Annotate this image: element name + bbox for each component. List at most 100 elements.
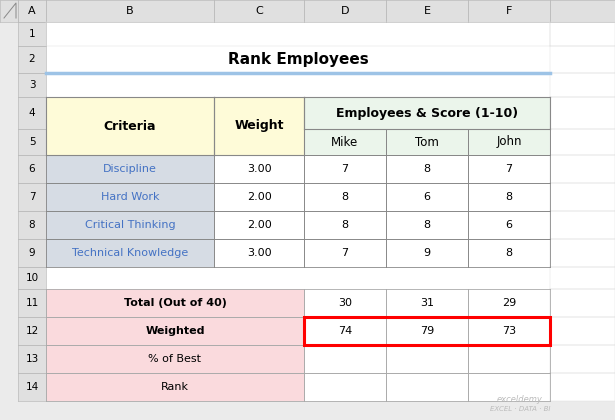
Bar — [550, 289, 615, 317]
Bar — [550, 73, 615, 97]
Bar — [18, 211, 46, 239]
Bar — [214, 211, 304, 239]
Bar — [18, 345, 46, 373]
Text: 1: 1 — [29, 29, 35, 39]
Bar — [386, 211, 468, 239]
Bar — [386, 373, 468, 401]
Bar — [18, 317, 46, 345]
Text: 3: 3 — [29, 80, 35, 90]
Bar — [18, 183, 46, 211]
Bar — [304, 155, 386, 183]
Bar — [550, 0, 615, 22]
Text: 6: 6 — [424, 192, 430, 202]
Bar — [18, 73, 46, 97]
Text: 8: 8 — [506, 192, 512, 202]
Bar — [304, 0, 386, 22]
Text: 12: 12 — [25, 326, 39, 336]
Bar — [46, 155, 214, 183]
Text: 9: 9 — [29, 248, 35, 258]
Bar — [386, 239, 468, 267]
Bar — [304, 317, 550, 345]
Bar — [46, 0, 214, 22]
Text: 2.00: 2.00 — [247, 192, 271, 202]
Text: EXCEL · DATA · BI: EXCEL · DATA · BI — [490, 406, 550, 412]
Bar — [46, 46, 550, 73]
Bar — [386, 129, 468, 155]
Bar — [18, 267, 46, 289]
Bar — [468, 345, 550, 373]
Text: 8: 8 — [424, 220, 430, 230]
Bar — [468, 0, 550, 22]
Bar — [304, 317, 386, 345]
Bar — [304, 97, 550, 129]
Text: John: John — [496, 136, 522, 149]
Text: 9: 9 — [424, 248, 430, 258]
Bar — [18, 155, 46, 183]
Text: 29: 29 — [502, 298, 516, 308]
Text: 8: 8 — [424, 164, 430, 174]
Text: 7: 7 — [341, 164, 349, 174]
Text: Hard Work: Hard Work — [101, 192, 159, 202]
Bar — [46, 22, 550, 46]
Bar — [46, 317, 304, 345]
Text: 11: 11 — [25, 298, 39, 308]
Text: 74: 74 — [338, 326, 352, 336]
Bar — [304, 239, 386, 267]
Text: 2: 2 — [29, 55, 35, 65]
Text: 4: 4 — [29, 108, 35, 118]
Text: 79: 79 — [420, 326, 434, 336]
Bar — [46, 183, 214, 211]
Bar — [18, 46, 46, 73]
Bar — [46, 267, 550, 289]
Bar — [550, 373, 615, 401]
Bar — [214, 239, 304, 267]
Bar — [550, 239, 615, 267]
Bar — [386, 345, 468, 373]
Bar — [468, 317, 550, 345]
Bar — [550, 129, 615, 155]
Bar — [18, 239, 46, 267]
Text: 13: 13 — [25, 354, 39, 364]
Bar — [46, 345, 304, 373]
Text: 7: 7 — [506, 164, 512, 174]
Bar — [386, 155, 468, 183]
Text: 8: 8 — [341, 220, 349, 230]
Text: Discipline: Discipline — [103, 164, 157, 174]
Bar — [46, 373, 304, 401]
Text: 31: 31 — [420, 298, 434, 308]
Bar — [550, 97, 615, 129]
Text: 7: 7 — [29, 192, 35, 202]
Bar — [18, 289, 46, 317]
Text: B: B — [126, 6, 134, 16]
Bar — [214, 97, 304, 155]
Text: 8: 8 — [29, 220, 35, 230]
Bar — [550, 46, 615, 73]
Text: % of Best: % of Best — [148, 354, 202, 364]
Bar — [550, 267, 615, 289]
Text: Weighted: Weighted — [145, 326, 205, 336]
Text: 3.00: 3.00 — [247, 164, 271, 174]
Bar — [468, 155, 550, 183]
Text: 5: 5 — [29, 137, 35, 147]
Text: D: D — [341, 6, 349, 16]
Bar — [386, 289, 468, 317]
Bar — [46, 239, 214, 267]
Bar — [550, 317, 615, 345]
Bar — [46, 97, 214, 155]
Bar — [214, 155, 304, 183]
Bar — [214, 0, 304, 22]
Bar — [46, 73, 550, 97]
Text: F: F — [506, 6, 512, 16]
Text: exceldemy: exceldemy — [497, 396, 543, 404]
Text: 2.00: 2.00 — [247, 220, 271, 230]
Text: Rank Employees: Rank Employees — [228, 52, 368, 67]
Text: Weight: Weight — [234, 120, 284, 132]
Bar — [304, 289, 386, 317]
Text: Technical Knowledge: Technical Knowledge — [72, 248, 188, 258]
Bar — [304, 373, 386, 401]
Bar — [550, 155, 615, 183]
Bar — [550, 345, 615, 373]
Text: Critical Thinking: Critical Thinking — [85, 220, 175, 230]
Text: 8: 8 — [341, 192, 349, 202]
Bar — [46, 211, 214, 239]
